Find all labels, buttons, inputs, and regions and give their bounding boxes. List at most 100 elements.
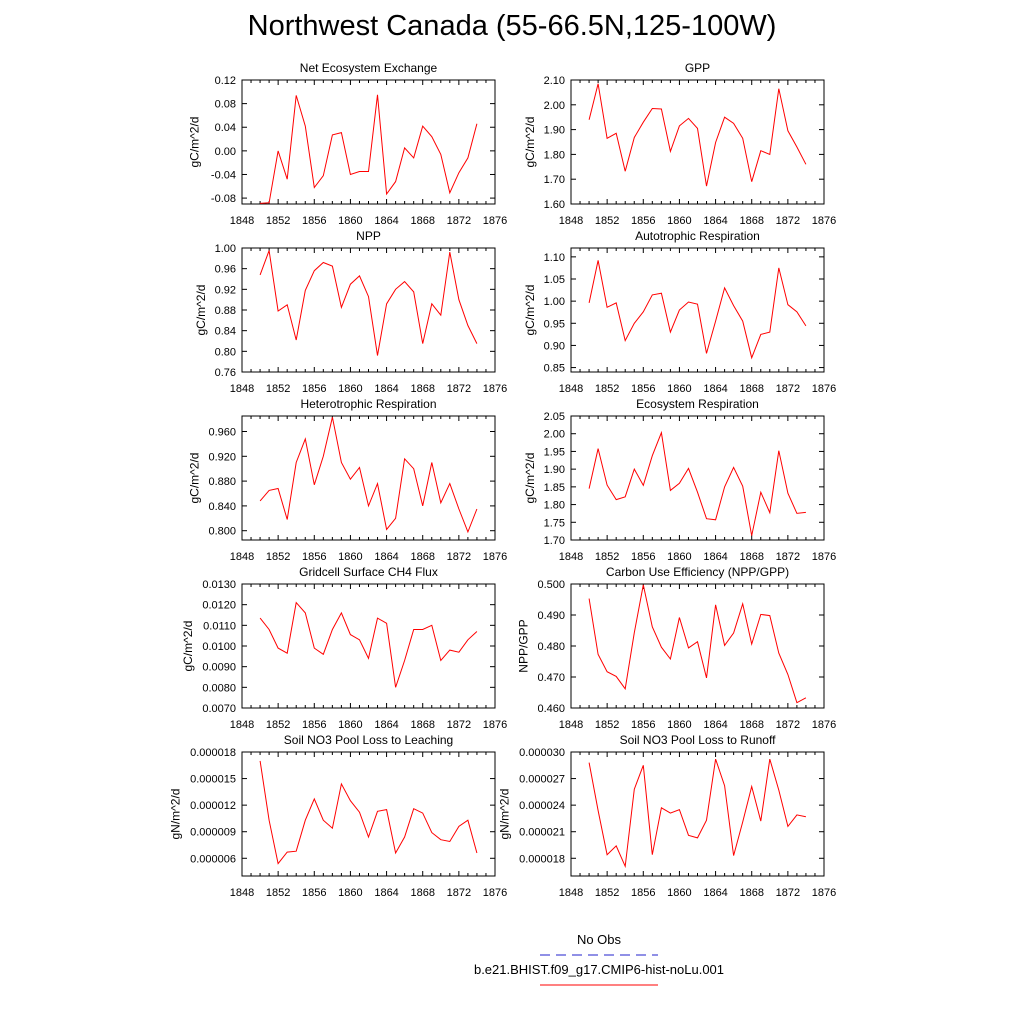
series-line: [588, 260, 807, 360]
y-tick-label: 0.000009: [190, 827, 236, 839]
x-tick-label: 1872: [447, 887, 471, 899]
x-tick-label: 1856: [302, 719, 326, 731]
series-line: [259, 601, 478, 688]
y-tick-label: 0.0080: [202, 682, 236, 694]
x-tick-label: 1860: [338, 383, 362, 395]
y-tick-label: 2.00: [544, 429, 565, 441]
y-tick-label: 0.90: [544, 340, 565, 352]
panel-heterotrophic-respiration: 1848 1852 1856 1860 1864 1868 1872 1876 0.800 0.8…: [188, 397, 508, 563]
y-tick-label: 2.10: [544, 75, 565, 87]
y-tick-label: 0.00: [215, 146, 236, 158]
x-tick-label: 1864: [374, 215, 398, 227]
x-tick-label: 1860: [338, 551, 362, 563]
y-tick-label: 0.0090: [202, 662, 236, 674]
y-tick-label: 0.88: [215, 305, 236, 317]
x-tick-label: 1868: [410, 215, 434, 227]
x-tick-label: 1876: [483, 887, 507, 899]
plot-frame: [241, 751, 496, 877]
x-tick-label: 1876: [483, 383, 507, 395]
x-tick-label: 1876: [812, 719, 836, 731]
x-tick-label: 1860: [338, 719, 362, 731]
series-line: [259, 417, 478, 534]
y-tick-label: 0.0110: [203, 620, 236, 632]
x-tick-label: 1852: [266, 551, 290, 563]
series-line: [588, 758, 806, 869]
panel-title: Soil NO3 Pool Loss to Runoff: [620, 733, 777, 747]
series-line: [259, 250, 478, 356]
x-tick-label: 1848: [230, 383, 254, 395]
plot-frame: [241, 79, 496, 205]
series-line: [259, 760, 478, 865]
x-tick-label: 1868: [739, 719, 763, 731]
x-tick-label: 1856: [631, 383, 655, 395]
x-tick-label: 1864: [374, 719, 398, 731]
x-tick-label: 1852: [595, 719, 619, 731]
x-tick-label: 1860: [667, 215, 691, 227]
x-tick-label: 1872: [776, 887, 800, 899]
y-tick-label: -0.08: [211, 193, 236, 205]
x-tick-label: 1848: [230, 551, 254, 563]
y-tick-label: 0.0100: [202, 641, 236, 653]
y-tick-label: 0.96: [215, 264, 236, 276]
y-tick-label: 1.75: [544, 517, 565, 529]
x-tick-label: 1868: [410, 383, 434, 395]
x-tick-label: 1872: [776, 719, 800, 731]
panel-soil-no3-pool-loss-to-runoff: 1848 1852 1856 1860 1864 1868 1872 1876 0.000018…: [498, 733, 837, 899]
y-tick-label: 1.95: [544, 446, 565, 458]
y-tick-label: 1.10: [544, 252, 565, 264]
panel-autotrophic-respiration: 1848 1852 1856 1860 1864 1868 1872 1876 0.85 0.90…: [523, 229, 836, 395]
plot-frame: [570, 583, 825, 709]
y-tick-label: 0.0070: [202, 703, 236, 715]
x-tick-label: 1852: [266, 215, 290, 227]
x-tick-label: 1876: [812, 215, 836, 227]
panel-net-ecosystem-exchange: 1848 1852 1856 1860 1864 1868 1872 1876 -0.08 -0.…: [188, 61, 508, 227]
y-tick-label: 0.000021: [519, 827, 565, 839]
plot-frame: [570, 751, 825, 877]
x-tick-label: 1852: [595, 887, 619, 899]
x-tick-label: 1852: [266, 887, 290, 899]
x-tick-label: 1856: [302, 551, 326, 563]
y-axis-label: gC/m^2/d: [181, 621, 195, 672]
y-tick-label: 0.12: [215, 75, 236, 87]
x-tick-label: 1872: [776, 215, 800, 227]
x-tick-label: 1876: [812, 383, 836, 395]
y-tick-label: 0.500: [537, 579, 565, 591]
panel-title: Autotrophic Respiration: [635, 229, 760, 243]
x-tick-label: 1856: [302, 215, 326, 227]
y-tick-label: 0.470: [537, 672, 565, 684]
y-tick-label: 0.490: [537, 610, 565, 622]
x-tick-label: 1868: [739, 887, 763, 899]
x-tick-label: 1852: [266, 719, 290, 731]
x-tick-label: 1860: [667, 551, 691, 563]
y-tick-label: 0.000018: [190, 747, 236, 759]
series-line: [588, 83, 807, 187]
y-tick-label: 0.0120: [202, 600, 236, 612]
y-axis-label: gC/m^2/d: [188, 453, 202, 504]
x-tick-label: 1864: [703, 719, 727, 731]
x-tick-label: 1872: [447, 719, 471, 731]
plot-frame: [570, 79, 825, 205]
x-tick-label: 1860: [667, 383, 691, 395]
panel-gridcell-surface-ch4-flux: 1848 1852 1856 1860 1864 1868 1872 1876 0.0070 0.…: [181, 565, 507, 731]
x-tick-label: 1868: [410, 719, 434, 731]
series-line: [260, 94, 478, 204]
x-tick-label: 1864: [703, 383, 727, 395]
x-tick-label: 1868: [410, 887, 434, 899]
x-tick-label: 1848: [230, 719, 254, 731]
x-tick-label: 1876: [812, 887, 836, 899]
x-tick-label: 1848: [559, 383, 583, 395]
y-tick-label: 0.800: [208, 526, 236, 538]
y-tick-label: 0.80: [215, 346, 236, 358]
panel-ecosystem-respiration: 1848 1852 1856 1860 1864 1868 1872 1876 1.70 1.75…: [523, 397, 836, 563]
x-tick-label: 1864: [703, 551, 727, 563]
y-tick-label: 1.90: [544, 125, 565, 137]
panel-title: Ecosystem Respiration: [636, 397, 759, 411]
x-tick-label: 1848: [230, 887, 254, 899]
y-tick-label: 1.80: [544, 149, 565, 161]
y-tick-label: 0.000006: [190, 853, 236, 865]
x-tick-label: 1872: [447, 215, 471, 227]
y-tick-label: 0.000027: [519, 774, 565, 786]
panel-title: Gridcell Surface CH4 Flux: [299, 565, 438, 579]
y-tick-label: 0.04: [215, 122, 236, 134]
